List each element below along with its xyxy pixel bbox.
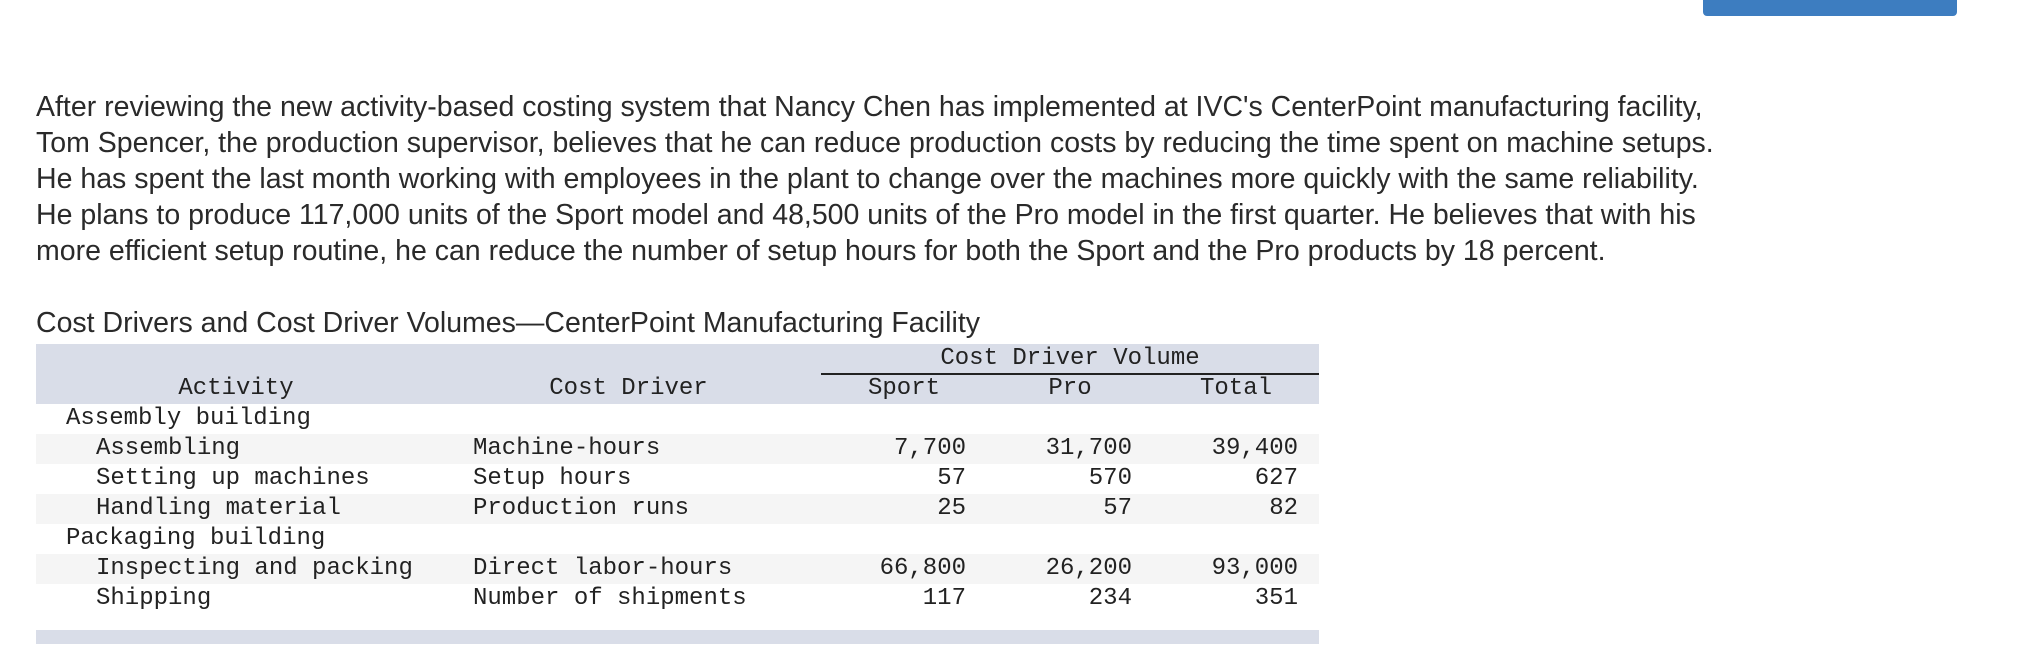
table-cell-total: 82 xyxy=(1269,495,1298,522)
column-header-cost-driver: Cost Driver xyxy=(549,375,708,402)
table-header-band xyxy=(36,374,1319,404)
intro-paragraph: After reviewing the new activity-based c… xyxy=(36,89,1996,269)
table-cell-total: 627 xyxy=(1254,465,1298,492)
table-cell-pro: 31,700 xyxy=(1045,435,1132,462)
table-cell-pro: 234 xyxy=(1088,585,1132,612)
table-cell-total: 39,400 xyxy=(1211,435,1298,462)
table-cell-sport: 66,800 xyxy=(879,555,966,582)
column-header-total: Total xyxy=(1199,375,1272,402)
table-cell-sport: 25 xyxy=(937,495,966,522)
table-row-band xyxy=(36,494,1319,524)
column-header-sport: Sport xyxy=(867,375,940,402)
table-cell-cost-driver: Direct labor-hours xyxy=(473,555,733,582)
table-cell-activity: Setting up machines xyxy=(96,465,370,492)
top-action-button[interactable] xyxy=(1703,0,1957,16)
table-cell-sport: 7,700 xyxy=(893,435,966,462)
table-row-group-label: Assembly building xyxy=(66,405,311,432)
cost-driver-table: Cost Driver Volume Activity Cost Driver … xyxy=(36,344,1319,644)
table-cell-pro: 570 xyxy=(1088,465,1132,492)
table-cell-activity: Assembling xyxy=(96,435,241,462)
table-row-group-label: Packaging building xyxy=(66,525,326,552)
table-caption: Cost Drivers and Cost Driver Volumes—Cen… xyxy=(36,307,981,339)
intro-line: He plans to produce 117,000 units of the… xyxy=(36,199,1696,231)
table-cell-sport: 57 xyxy=(937,465,966,492)
group-header-underline xyxy=(821,373,1319,375)
table-cell-cost-driver: Production runs xyxy=(473,495,690,522)
table-cell-pro: 26,200 xyxy=(1045,555,1132,582)
table-cell-cost-driver: Machine-hours xyxy=(473,435,661,462)
column-header-activity: Activity xyxy=(178,375,294,402)
intro-line: He has spent the last month working with… xyxy=(36,163,1699,195)
table-cell-activity: Shipping xyxy=(96,585,212,612)
table-footer-band xyxy=(36,630,1319,644)
table-row-band xyxy=(36,554,1319,584)
table-cell-cost-driver: Setup hours xyxy=(473,465,632,492)
table-row-band xyxy=(36,434,1319,464)
table-header-band xyxy=(36,344,1319,374)
table-cell-cost-driver: Number of shipments xyxy=(473,585,747,612)
group-header-cost-driver-volume: Cost Driver Volume xyxy=(940,345,1200,372)
table-cell-pro: 57 xyxy=(1103,495,1132,522)
table-cell-activity: Handling material xyxy=(96,495,341,522)
table-cell-activity: Inspecting and packing xyxy=(96,555,413,582)
table-cell-total: 351 xyxy=(1254,585,1298,612)
table-cell-total: 93,000 xyxy=(1211,555,1298,582)
intro-line: After reviewing the new activity-based c… xyxy=(36,91,1703,123)
intro-line: Tom Spencer, the production supervisor, … xyxy=(36,127,1714,159)
column-header-pro: Pro xyxy=(1048,375,1092,402)
table-cell-sport: 117 xyxy=(922,585,966,612)
intro-line: more efficient setup routine, he can red… xyxy=(36,235,1606,267)
